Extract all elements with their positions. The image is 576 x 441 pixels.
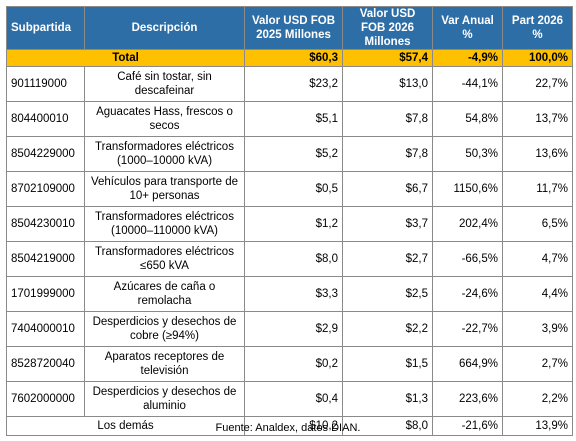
fob2026-cell: $2,5 bbox=[342, 276, 433, 312]
total-label: Total bbox=[6, 49, 245, 67]
fob2026-cell: $6,7 bbox=[342, 171, 433, 207]
var-cell: 54,8% bbox=[432, 101, 503, 137]
description-cell: Desperdicios y desechos de cobre (≥94%) bbox=[84, 311, 245, 347]
subpartida-cell: 7602000000 bbox=[6, 381, 85, 417]
header-row: Subpartida Descripción Valor USD FOB 202… bbox=[6, 6, 573, 50]
subpartida-cell: 8504219000 bbox=[6, 241, 85, 277]
fob2025-cell: $23,2 bbox=[244, 66, 343, 102]
total-row: Total $60,3 $57,4 -4,9% 100,0% bbox=[6, 49, 573, 67]
others-label: Los demás bbox=[6, 416, 245, 436]
subpartida-cell: 8702109000 bbox=[6, 171, 85, 207]
part-cell: 4,4% bbox=[502, 276, 573, 312]
header-descripcion: Descripción bbox=[84, 6, 245, 50]
exports-table-container: Subpartida Descripción Valor USD FOB 202… bbox=[6, 6, 573, 436]
part-cell: 3,9% bbox=[502, 311, 573, 347]
fob2026-cell: $7,8 bbox=[342, 101, 433, 137]
description-cell: Vehículos para transporte de 10+ persona… bbox=[84, 171, 245, 207]
part-cell: 22,7% bbox=[502, 66, 573, 102]
others-row: Los demás $10,2 $8,0 -21,6% 13,9% bbox=[6, 416, 573, 436]
var-cell: -24,6% bbox=[432, 276, 503, 312]
var-cell: 50,3% bbox=[432, 136, 503, 172]
description-cell: Café sin tostar, sin descafeinar bbox=[84, 66, 245, 102]
description-cell: Desperdicios y desechos de aluminio bbox=[84, 381, 245, 417]
table-row: 8528720040 Aparatos receptores de televis… bbox=[6, 346, 573, 382]
fob2026-cell: $1,5 bbox=[342, 346, 433, 382]
subpartida-cell: 8504229000 bbox=[6, 136, 85, 172]
table-row: 7602000000 Desperdicios y desechos de alu… bbox=[6, 381, 573, 417]
total-fob2025: $60,3 bbox=[244, 49, 343, 67]
total-fob2026: $57,4 bbox=[342, 49, 433, 67]
var-cell: -66,5% bbox=[432, 241, 503, 277]
description-cell: Transformadores eléctricos (1000–10000 k… bbox=[84, 136, 245, 172]
var-cell: -22,7% bbox=[432, 311, 503, 347]
fob2026-cell: $1,3 bbox=[342, 381, 433, 417]
header-fob2026: Valor USD FOB 2026 Millones bbox=[342, 6, 433, 50]
others-part: 13,9% bbox=[502, 416, 573, 436]
fob2025-cell: $2,9 bbox=[244, 311, 343, 347]
var-cell: 223,6% bbox=[432, 381, 503, 417]
table-row: 7404000010 Desperdicios y desechos de cob… bbox=[6, 311, 573, 347]
var-cell: 202,4% bbox=[432, 206, 503, 242]
total-part: 100,0% bbox=[502, 49, 573, 67]
table-row: 804400010 Aguacates Hass, frescos o secos… bbox=[6, 101, 573, 137]
table-row: 8504229000 Transformadores eléctricos (10… bbox=[6, 136, 573, 172]
fob2026-cell: $3,7 bbox=[342, 206, 433, 242]
part-cell: 13,6% bbox=[502, 136, 573, 172]
fob2026-cell: $2,2 bbox=[342, 311, 433, 347]
fob2025-cell: $1,2 bbox=[244, 206, 343, 242]
fob2026-cell: $7,8 bbox=[342, 136, 433, 172]
part-cell: 6,5% bbox=[502, 206, 573, 242]
subpartida-cell: 1701999000 bbox=[6, 276, 85, 312]
header-part: Part 2026 % bbox=[502, 6, 573, 50]
description-cell: Transformadores eléctricos (10000–110000… bbox=[84, 206, 245, 242]
subpartida-cell: 8504230010 bbox=[6, 206, 85, 242]
var-cell: 1150,6% bbox=[432, 171, 503, 207]
table-row: 8504219000 Transformadores eléctricos ≤65… bbox=[6, 241, 573, 277]
description-cell: Azúcares de caña o remolacha bbox=[84, 276, 245, 312]
table-row: 1701999000 Azúcares de caña o remolacha $3… bbox=[6, 276, 573, 312]
description-cell: Aguacates Hass, frescos o secos bbox=[84, 101, 245, 137]
fob2025-cell: $5,2 bbox=[244, 136, 343, 172]
source-note: Fuente: Analdex, datos DIAN. bbox=[215, 422, 361, 434]
table-row: 901119000 Café sin tostar, sin descafeina… bbox=[6, 66, 573, 102]
subpartida-cell: 8528720040 bbox=[6, 346, 85, 382]
part-cell: 2,7% bbox=[502, 346, 573, 382]
fob2025-cell: $0,4 bbox=[244, 381, 343, 417]
others-fob2026: $8,0 bbox=[342, 416, 433, 436]
fob2025-cell: $0,5 bbox=[244, 171, 343, 207]
subpartida-cell: 804400010 bbox=[6, 101, 85, 137]
fob2026-cell: $13,0 bbox=[342, 66, 433, 102]
header-subpartida: Subpartida bbox=[6, 6, 85, 50]
header-var: Var Anual % bbox=[432, 6, 503, 50]
subpartida-cell: 7404000010 bbox=[6, 311, 85, 347]
header-fob2025: Valor USD FOB 2025 Millones bbox=[244, 6, 343, 50]
part-cell: 4,7% bbox=[502, 241, 573, 277]
var-cell: 664,9% bbox=[432, 346, 503, 382]
table-row: 8702109000 Vehículos para transporte de 1… bbox=[6, 171, 573, 207]
fob2025-cell: $0,2 bbox=[244, 346, 343, 382]
subpartida-cell: 901119000 bbox=[6, 66, 85, 102]
part-cell: 2,2% bbox=[502, 381, 573, 417]
fob2026-cell: $2,7 bbox=[342, 241, 433, 277]
description-cell: Transformadores eléctricos ≤650 kVA bbox=[84, 241, 245, 277]
fob2025-cell: $5,1 bbox=[244, 101, 343, 137]
part-cell: 11,7% bbox=[502, 171, 573, 207]
total-var: -4,9% bbox=[432, 49, 503, 67]
var-cell: -44,1% bbox=[432, 66, 503, 102]
exports-table: Subpartida Descripción Valor USD FOB 202… bbox=[6, 6, 573, 436]
table-row: 8504230010 Transformadores eléctricos (10… bbox=[6, 206, 573, 242]
description-cell: Aparatos receptores de televisión bbox=[84, 346, 245, 382]
part-cell: 13,7% bbox=[502, 101, 573, 137]
fob2025-cell: $3,3 bbox=[244, 276, 343, 312]
fob2025-cell: $8,0 bbox=[244, 241, 343, 277]
others-var: -21,6% bbox=[432, 416, 503, 436]
